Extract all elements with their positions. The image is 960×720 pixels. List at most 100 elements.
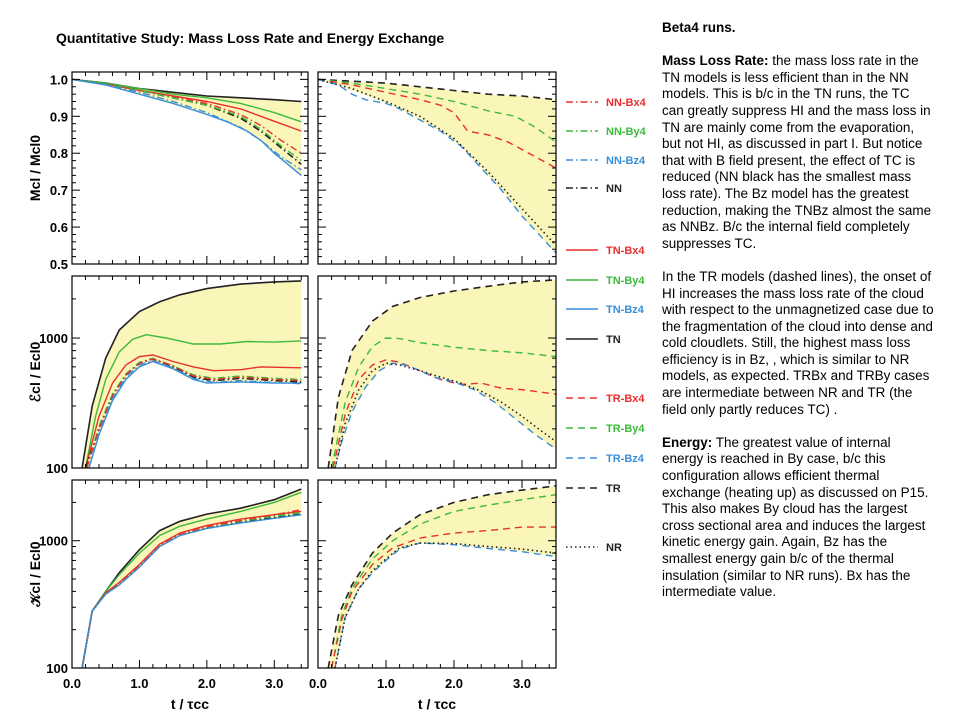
notes-heading: Beta4 runs. [662,20,736,35]
panel-mass-1: 1.0 0.9 0.8 0.7 0.6 0.5 [50,71,309,272]
y-tick-label: 1.0 [50,72,68,87]
series-line-tr-by4 [318,78,556,143]
legend-item: NN [566,183,622,195]
panel-frame [317,275,557,469]
legend-label: TN-Bx4 [606,245,645,257]
x-tick-label: 2.0 [198,676,216,691]
legend-item: NN-By4 [566,126,647,138]
y-tick-label: 0.9 [50,109,68,124]
legend-label: TR-Bz4 [606,453,645,465]
notes-panel: Beta4 runs. Mass Loss Rate: the mass los… [662,20,934,617]
series-line-nn-bz4 [81,514,302,668]
series-line-tn-bz4 [81,514,302,668]
shaded-range [92,489,302,612]
panel-kinetic-1: 1000 1000.0 1.0 2.0 3.0 [39,479,309,691]
x-tick-label: 2.0 [445,676,463,691]
legend-item: TN-Bz4 [566,304,645,316]
legend-label: TN-Bz4 [606,304,645,316]
x-tick-label: 0.0 [309,676,327,691]
tr-models-text: In the TR models (dashed lines), the ons… [662,268,934,417]
series-line-tn-by4 [84,333,302,468]
legend-item: NN-Bz4 [566,155,646,167]
legend-label: TR-By4 [606,423,645,435]
y-axis-labels: Mcl / Mcl0 ℰcl / Ecl0 𝒦cl / Ecl0 [27,135,43,608]
legend: NN-Bx4 NN-By4 NN-Bz4 NN TN-Bx4 TN-By4 TN-Bz4 TN… [566,97,647,554]
y-axis-label-mass: Mcl / Mcl0 [27,135,43,201]
panel-mass-2 [317,71,557,265]
y-tick-label: 100 [46,461,68,476]
legend-label: NR [606,542,622,554]
series-line-tr-bx4 [332,359,556,468]
legend-item: TN-By4 [566,275,645,287]
legend-label: TN [606,334,621,346]
legend-item: TR-Bz4 [566,453,645,465]
shaded-range [328,279,556,468]
panel-frame [317,479,557,669]
legend-label: NN [606,183,622,195]
x-tick-label: 0.0 [63,676,81,691]
series-line-nn-by4 [72,78,302,162]
energy-text: The greatest value of internal energy is… [662,434,929,600]
panel-frame [71,479,309,669]
page-title: Quantitative Study: Mass Loss Rate and E… [56,30,445,46]
series-line-tn [81,280,302,468]
x-tick-label: 3.0 [265,676,283,691]
legend-item: NR [566,542,622,554]
y-tick-label: 1000 [39,534,68,549]
legend-item: NN-Bx4 [566,97,647,109]
legend-item: TR-Bx4 [566,393,645,405]
series-line-nn-by4 [81,512,302,668]
mass-loss-heading: Mass Loss Rate: [662,53,769,69]
y-tick-label: 100 [46,661,68,676]
series-line-nr [334,362,556,468]
shaded-range [72,79,302,176]
series-line-tn-bz4 [88,360,302,468]
series-line-nn-bx4 [81,509,302,668]
shaded-range [328,485,556,668]
y-tick-label: 0.7 [50,183,68,198]
x-axis-labels: t / τcc t / τcc [171,696,456,712]
series-line-tn-bx4 [84,354,302,468]
series-line-tr-bx4 [330,526,556,668]
series-line-tr [327,485,556,668]
series-line-tn-bx4 [81,510,302,668]
y-axis-label-kinetic: 𝒦cl / Ecl0 [27,541,43,607]
series-line-tr-by4 [330,337,556,468]
legend-label: TR [606,483,621,495]
x-tick-label: 3.0 [513,676,531,691]
panel-thermal-1: 1000 100 [39,275,309,476]
legend-label: NN-Bx4 [606,97,647,109]
energy-heading: Energy: [662,434,713,450]
y-axis-label-thermal: ℰcl / Ecl0 [27,341,43,402]
series-line-nn-bz4 [88,359,302,468]
legend-label: TR-Bx4 [606,393,645,405]
series-line-nn-by4 [86,357,302,468]
y-tick-label: 0.5 [50,257,68,272]
series-line-nr [318,78,556,247]
series-line-nr [334,542,556,668]
series-line-tr-by4 [330,494,556,668]
panel-thermal-2 [317,275,557,469]
legend-label: NN-By4 [606,126,647,138]
panel-kinetic-2: 0.0 1.0 2.0 3.0 [309,479,557,691]
series-line-tr [327,279,556,468]
series-line-tr [318,78,556,101]
legend-label: TN-By4 [606,275,645,287]
y-tick-label: 0.6 [50,220,68,235]
x-tick-label: 1.0 [377,676,395,691]
x-axis-label: t / τcc [418,696,456,712]
panel-frame [71,275,309,469]
legend-item: TR [566,483,621,495]
series-line-tn-by4 [72,78,302,123]
legend-label: NN-Bz4 [606,155,646,167]
series-line-nn [81,513,302,668]
series-line-tr-bz4 [318,78,556,254]
y-tick-label: 0.8 [50,146,68,161]
y-tick-label: 1000 [39,331,68,346]
shaded-range [318,79,556,253]
legend-item: TN-Bx4 [566,245,645,257]
legend-item: TR-By4 [566,423,645,435]
mass-loss-text: the mass loss rate in the TN models is l… [662,53,932,251]
